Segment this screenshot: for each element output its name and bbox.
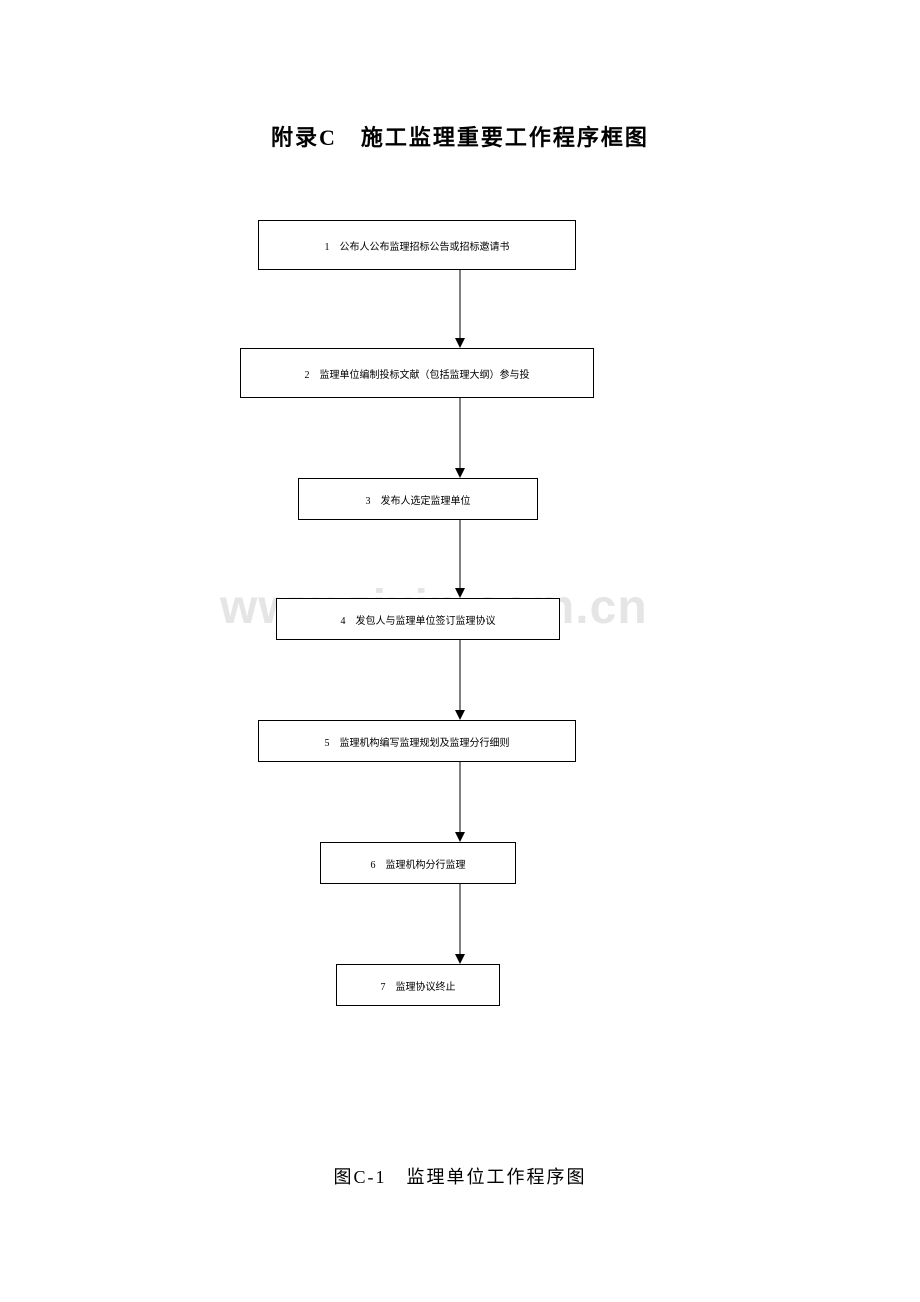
flow-arrow-line — [460, 398, 461, 468]
flow-arrow-line — [460, 762, 461, 832]
flow-node-1-label: 1 公布人公布监理招标公告或招标邀请书 — [325, 238, 510, 253]
flow-node-6-label: 6 监理机构分行监理 — [371, 856, 466, 871]
flow-node-2: 2 监理单位编制投标文献（包括监理大纲）参与投 — [240, 348, 594, 398]
flow-node-3-label: 3 发布人选定监理单位 — [366, 492, 471, 507]
flow-node-4: 4 发包人与监理单位签订监理协议 — [276, 598, 560, 640]
flow-arrow-head — [455, 468, 465, 478]
flow-node-3: 3 发布人选定监理单位 — [298, 478, 538, 520]
flow-arrow-head — [455, 832, 465, 842]
page-title: 附录C 施工监理重要工作程序框图 — [0, 120, 920, 152]
flow-arrow-line — [460, 884, 461, 954]
flow-arrow-head — [455, 710, 465, 720]
flow-node-7-label: 7 监理协议终止 — [381, 978, 456, 993]
flow-arrow-line — [460, 270, 461, 338]
flow-node-6: 6 监理机构分行监理 — [320, 842, 516, 884]
figure-caption: 图C-1 监理单位工作程序图 — [0, 1163, 920, 1189]
flow-arrow-head — [455, 954, 465, 964]
flow-arrow-head — [455, 588, 465, 598]
flow-arrow-line — [460, 520, 461, 588]
flow-node-5-label: 5 监理机构编写监理规划及监理分行细则 — [325, 734, 510, 749]
flow-node-7: 7 监理协议终止 — [336, 964, 500, 1006]
flow-arrow-line — [460, 640, 461, 710]
flow-node-2-label: 2 监理单位编制投标文献（包括监理大纲）参与投 — [305, 366, 530, 381]
flow-node-4-label: 4 发包人与监理单位签订监理协议 — [341, 612, 496, 627]
flow-node-1: 1 公布人公布监理招标公告或招标邀请书 — [258, 220, 576, 270]
flow-arrow-head — [455, 338, 465, 348]
flow-node-5: 5 监理机构编写监理规划及监理分行细则 — [258, 720, 576, 762]
